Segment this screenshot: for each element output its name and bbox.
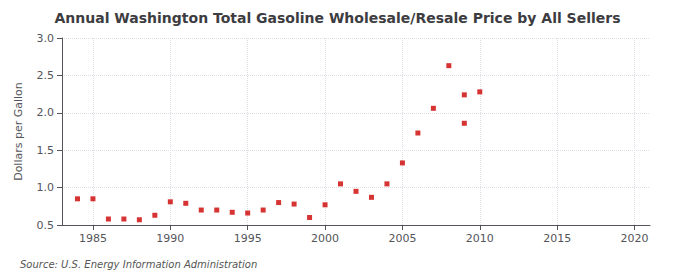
svg-text:0.5: 0.5 — [37, 219, 55, 232]
svg-text:2020: 2020 — [621, 232, 649, 245]
svg-text:Source: U.S. Energy Informatio: Source: U.S. Energy Information Administ… — [20, 259, 257, 270]
svg-text:2000: 2000 — [311, 232, 339, 245]
svg-text:2.5: 2.5 — [37, 69, 55, 82]
svg-text:1985: 1985 — [79, 232, 107, 245]
svg-text:Annual Washington Total Gasoli: Annual Washington Total Gasoline Wholesa… — [54, 10, 620, 26]
svg-text:1.5: 1.5 — [37, 144, 55, 157]
svg-text:2.0: 2.0 — [37, 106, 55, 119]
svg-text:2005: 2005 — [388, 232, 416, 245]
svg-text:2010: 2010 — [466, 232, 494, 245]
svg-text:1990: 1990 — [156, 232, 184, 245]
svg-text:1.0: 1.0 — [37, 181, 55, 194]
svg-text:1995: 1995 — [234, 232, 262, 245]
svg-text:3.0: 3.0 — [37, 32, 55, 45]
svg-text:2015: 2015 — [543, 232, 571, 245]
svg-text:Dollars per Gallon: Dollars per Gallon — [12, 82, 25, 181]
